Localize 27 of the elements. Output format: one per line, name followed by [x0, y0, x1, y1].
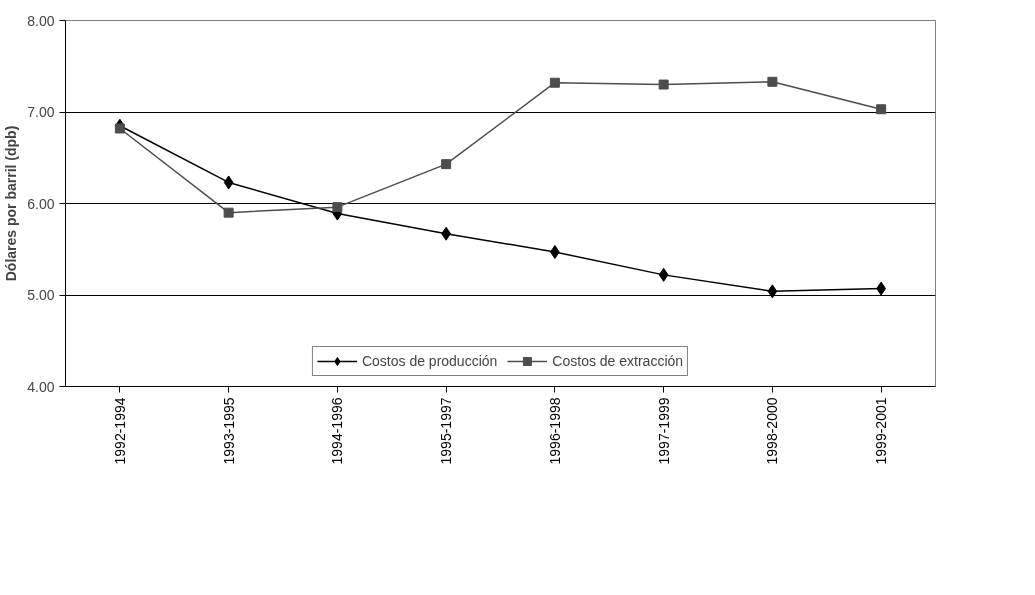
- x-tick-label: 1994-1996: [329, 397, 346, 465]
- x-tick-label: 1995-1997: [438, 397, 455, 465]
- legend-label: Costos de extracción: [552, 353, 684, 369]
- y-tick-label: 5.00: [27, 287, 55, 303]
- point: [658, 267, 669, 282]
- y-tick-label: 7.00: [27, 104, 55, 120]
- x-tick-label: 1997-1999: [655, 397, 672, 465]
- x-tick-label: 1999-2001: [873, 397, 890, 465]
- y-tick-label: 8.00: [27, 12, 55, 29]
- y-tick-label: 6.00: [27, 195, 55, 212]
- point: [223, 175, 234, 190]
- point: [441, 159, 452, 170]
- x-tick-label: 1993-1995: [220, 397, 237, 465]
- x-tick-label: 1996-1998: [546, 397, 563, 465]
- point: [332, 202, 343, 213]
- y-axis-title: Dólares por barril (dpb): [3, 125, 20, 282]
- y-tick-label: 4.00: [27, 378, 55, 395]
- point: [114, 123, 125, 134]
- point: [658, 79, 669, 90]
- x-tick-label: 1992-1994: [111, 397, 128, 465]
- x-tick-label: 1998-2000: [764, 397, 781, 465]
- point: [767, 76, 778, 87]
- point: [767, 284, 778, 299]
- legend-label: Costos de producción: [361, 353, 498, 369]
- point: [223, 207, 234, 218]
- point: [876, 104, 887, 115]
- point: [549, 77, 560, 88]
